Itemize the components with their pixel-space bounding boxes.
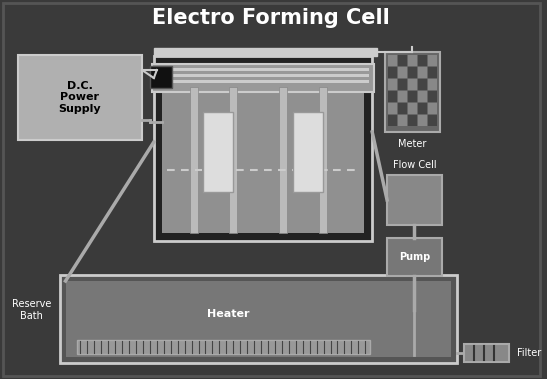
Bar — [408, 91, 417, 102]
Bar — [293, 112, 323, 192]
Bar — [388, 103, 397, 114]
Bar — [78, 340, 370, 354]
Bar — [408, 115, 417, 126]
Bar — [398, 103, 407, 114]
Bar — [279, 87, 287, 233]
Bar — [162, 92, 364, 233]
Text: Meter: Meter — [398, 139, 427, 149]
Bar — [398, 115, 407, 126]
Bar — [408, 103, 417, 114]
Text: Reserve
Bath: Reserve Bath — [12, 299, 51, 321]
Bar — [418, 115, 427, 126]
Bar — [388, 55, 397, 66]
Bar — [428, 67, 437, 78]
Text: Pump: Pump — [399, 252, 430, 262]
Bar — [418, 79, 427, 90]
Bar — [418, 91, 427, 102]
Text: D.C.
Power
Supply: D.C. Power Supply — [59, 81, 101, 114]
Bar — [408, 79, 417, 90]
Bar — [398, 91, 407, 102]
Bar — [418, 67, 427, 78]
Bar — [398, 79, 407, 90]
Text: Electro Forming Cell: Electro Forming Cell — [152, 8, 390, 28]
Bar — [157, 80, 369, 83]
Bar — [428, 115, 437, 126]
Bar — [408, 67, 417, 78]
Bar — [428, 91, 437, 102]
Bar — [152, 64, 374, 92]
Bar — [418, 103, 427, 114]
Bar — [318, 87, 327, 233]
Bar — [388, 79, 397, 90]
Bar — [408, 55, 417, 66]
Bar — [157, 68, 369, 71]
Bar — [428, 103, 437, 114]
Bar — [60, 275, 457, 363]
Bar — [18, 55, 142, 140]
Bar — [428, 55, 437, 66]
Bar — [388, 91, 397, 102]
Text: Heater: Heater — [207, 309, 249, 319]
Bar — [229, 87, 237, 233]
Text: Filter: Filter — [517, 348, 542, 358]
Bar — [385, 52, 440, 132]
Bar — [203, 112, 233, 192]
Bar — [66, 281, 451, 357]
Bar — [150, 66, 172, 88]
Bar — [157, 74, 369, 77]
Bar — [190, 87, 197, 233]
Bar — [388, 115, 397, 126]
Bar — [154, 56, 372, 241]
Bar — [464, 344, 509, 362]
Bar — [398, 67, 407, 78]
Text: Flow Cell: Flow Cell — [393, 160, 436, 170]
Bar — [388, 67, 397, 78]
Bar — [428, 79, 437, 90]
Bar — [387, 175, 441, 225]
Bar — [387, 238, 441, 276]
Bar — [154, 48, 377, 56]
Bar — [398, 55, 407, 66]
Bar — [418, 55, 427, 66]
